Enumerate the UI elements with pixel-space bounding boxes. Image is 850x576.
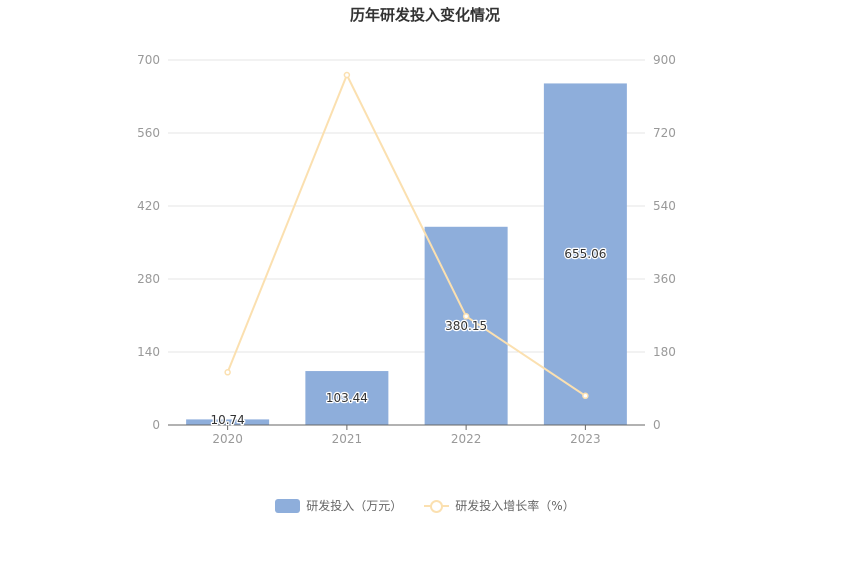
y-left-tick-label: 560 xyxy=(137,126,160,140)
y-right-tick-label: 720 xyxy=(653,126,676,140)
y-right-tick-label: 900 xyxy=(653,53,676,67)
line-series xyxy=(224,71,589,400)
bar-value-label: 655.06 xyxy=(564,247,606,261)
y-right-tick-label: 180 xyxy=(653,345,676,359)
y-left-tick-label: 140 xyxy=(137,345,160,359)
legend-item-line[interactable]: 研发投入增长率（%） xyxy=(424,497,575,514)
bar xyxy=(543,83,627,426)
data-labels: 10.74 103.44 380.15 655.06 xyxy=(209,246,607,428)
growth-point xyxy=(343,71,351,79)
bar xyxy=(305,371,389,425)
growth-point xyxy=(582,392,589,400)
legend-bar-swatch xyxy=(275,498,301,513)
y-right-tick-label: 0 xyxy=(653,418,661,432)
x-tick-label: 2023 xyxy=(570,432,601,446)
growth-line xyxy=(226,72,586,397)
bar-value-label: 10.74 xyxy=(210,413,244,427)
legend-item-bar[interactable]: 研发投入（万元） xyxy=(275,497,402,514)
bar-value-label: 380.15 xyxy=(445,319,487,333)
growth-point xyxy=(462,313,470,320)
legend-line-swatch xyxy=(424,499,450,513)
y-right-tick-label: 540 xyxy=(653,199,676,213)
bar xyxy=(186,419,270,425)
growth-point xyxy=(224,369,231,376)
bar-value-label: 103.44 xyxy=(326,391,368,405)
legend-label-line: 研发投入增长率（%） xyxy=(455,499,575,513)
legend-label-bar: 研发投入（万元） xyxy=(306,499,403,513)
y-left-tick-label: 0 xyxy=(152,418,160,432)
x-tick-label: 2020 xyxy=(212,432,243,446)
legend: 研发投入（万元） 研发投入增长率（%） xyxy=(0,497,850,514)
chart-title: 历年研发投入变化情况 xyxy=(349,6,500,24)
x-tick-label: 2022 xyxy=(451,432,482,446)
y-right-tick-label: 360 xyxy=(653,272,676,286)
y-left-tick-label: 700 xyxy=(137,53,160,67)
x-tick-label: 2021 xyxy=(332,432,363,446)
bar-series xyxy=(186,83,627,426)
axes: 0 0 140 180 280 360 420 540 560 720 700 900 2020 2021… xyxy=(137,53,676,446)
y-left-tick-label: 280 xyxy=(137,272,160,286)
y-left-tick-label: 420 xyxy=(137,199,160,213)
